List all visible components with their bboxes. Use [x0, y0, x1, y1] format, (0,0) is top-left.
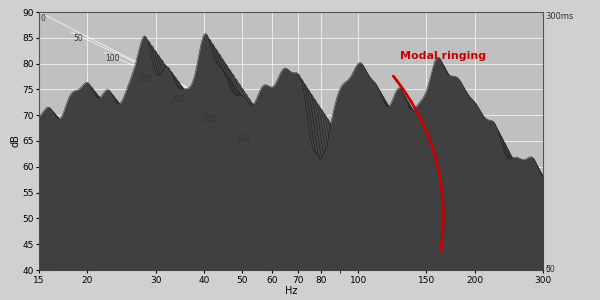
- X-axis label: Hz: Hz: [285, 286, 297, 296]
- Text: 100: 100: [106, 54, 120, 63]
- Text: 300: 300: [235, 135, 250, 144]
- Text: 300ms: 300ms: [545, 12, 574, 21]
- Text: 0: 0: [545, 266, 550, 274]
- Text: Modal ringing: Modal ringing: [400, 51, 486, 61]
- Text: 50: 50: [545, 266, 555, 274]
- Text: 200: 200: [170, 95, 185, 104]
- Text: 50: 50: [73, 34, 83, 43]
- Text: 150: 150: [138, 74, 152, 83]
- Text: 250: 250: [203, 115, 217, 124]
- Text: 0: 0: [41, 14, 46, 22]
- Y-axis label: dB: dB: [11, 135, 20, 147]
